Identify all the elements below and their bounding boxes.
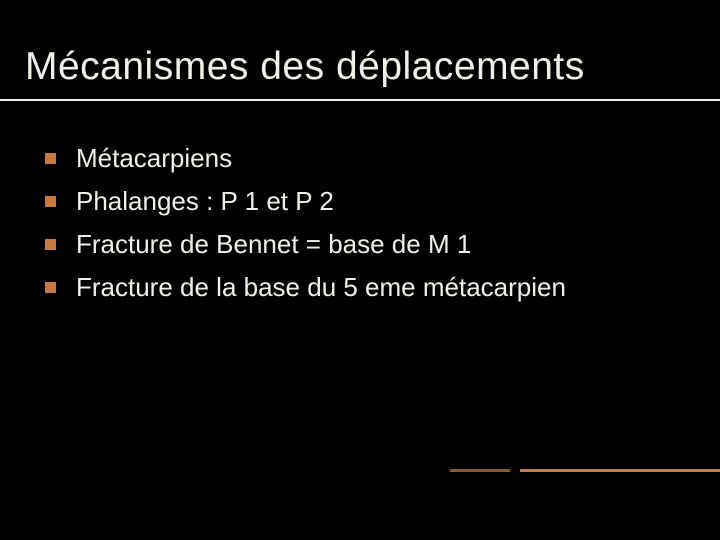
bullet-text: Fracture de la base du 5 eme métacarpien (76, 270, 566, 305)
list-item: Fracture de Bennet = base de M 1 (45, 227, 720, 262)
list-item: Phalanges : P 1 et P 2 (45, 184, 720, 219)
list-item: Métacarpiens (45, 141, 720, 176)
bullet-marker-icon (45, 239, 56, 250)
bullet-marker-icon (45, 153, 56, 164)
bullet-text: Métacarpiens (76, 141, 232, 176)
slide-title: Mécanismes des déplacements (0, 0, 720, 101)
bullet-marker-icon (45, 196, 56, 207)
accent-line-small (450, 469, 510, 472)
accent-line-large (520, 469, 720, 472)
list-item: Fracture de la base du 5 eme métacarpien (45, 270, 720, 305)
bullet-list: Métacarpiens Phalanges : P 1 et P 2 Frac… (0, 141, 720, 305)
bullet-marker-icon (45, 282, 56, 293)
bullet-text: Phalanges : P 1 et P 2 (76, 184, 334, 219)
bullet-text: Fracture de Bennet = base de M 1 (76, 227, 471, 262)
